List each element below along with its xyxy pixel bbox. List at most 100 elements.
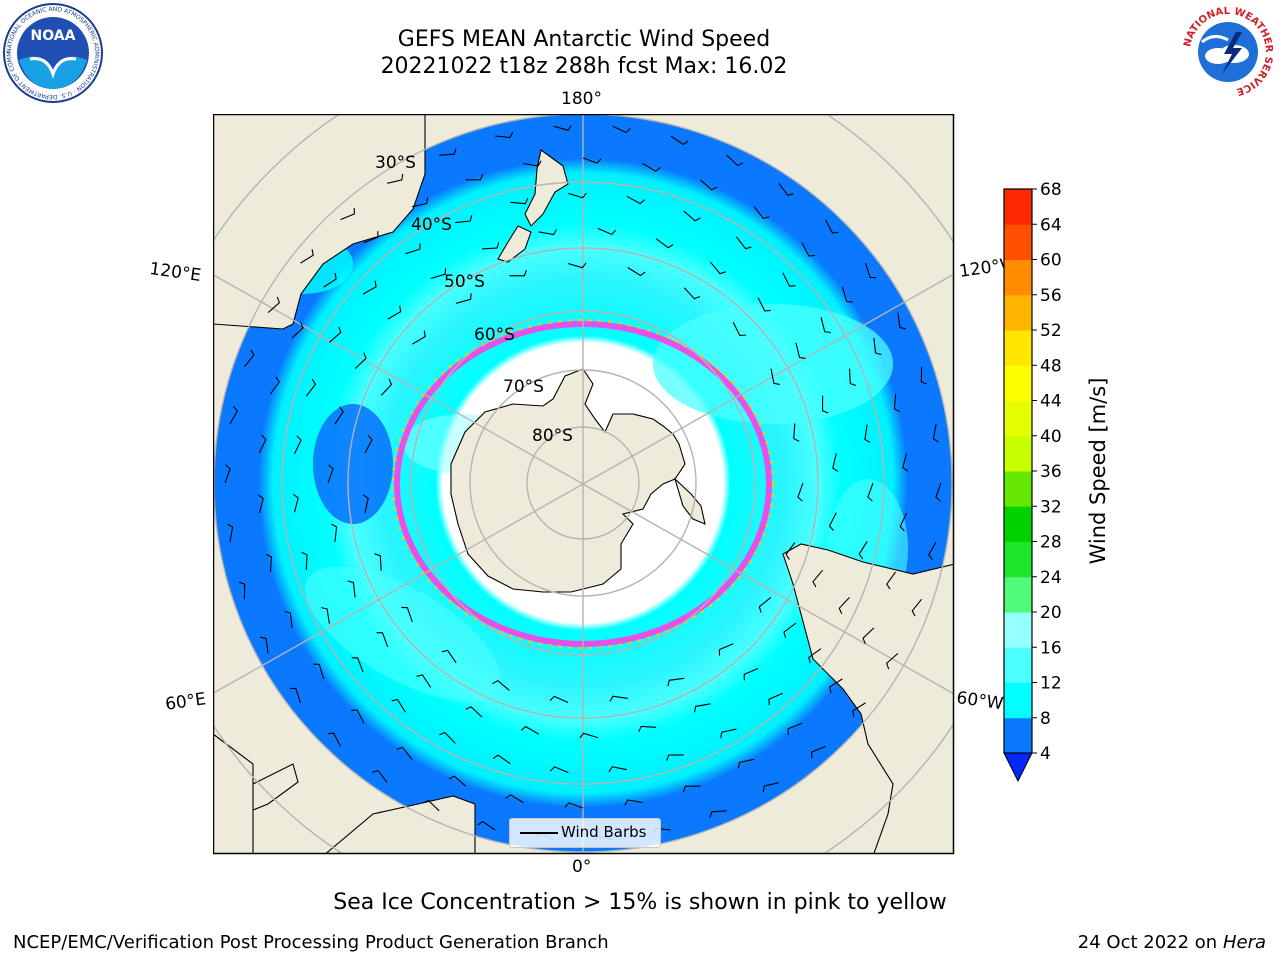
footer-host: Hera [1222,932,1266,953]
colorbar-segment [1004,435,1032,472]
colorbar-label: Wind Speed [m/s] [1086,378,1110,565]
map-title: GEFS MEAN Antarctic Wind Speed [397,27,771,52]
wind-barbs-legend: Wind Barbs [509,818,661,848]
wind-barb [227,523,234,542]
wind-barb [928,541,937,560]
lon-label-120e: 120°E [148,259,203,287]
lat-label-80s: 80°S [532,426,573,446]
wind-barb [693,703,711,713]
wind-barb [258,494,264,514]
wind-barb [793,423,800,442]
wind-barb [327,732,341,747]
wind-barb [811,745,826,759]
colorbar-tick-label: 20 [1040,603,1062,623]
wind-barb [608,766,628,773]
wind-barb [732,321,746,337]
wind-barb [797,482,804,502]
wind-barb [347,580,356,598]
colorbar-tick-label: 8 [1040,709,1051,729]
wind-barb [510,198,529,205]
wind-barb [609,695,628,702]
wind-barb [582,157,602,164]
land-new-zealand-south [497,225,532,263]
wind-barb [465,706,483,718]
wind-barb [411,197,429,208]
legend-line-swatch [520,832,558,834]
wind-barb [229,406,238,425]
wind-barb [329,326,342,343]
lon-label-0: 0° [572,857,592,877]
colorbar-tick-label: 24 [1040,568,1062,588]
land-antarctic-peninsula [673,477,706,525]
wind-barb [667,677,685,687]
wind-barb [492,680,510,691]
wind-barb [372,770,388,784]
wind-barb [430,268,447,280]
wind-barb [481,242,500,250]
wind-barb [520,725,539,735]
wind-barb [852,702,866,717]
wind-barb [885,652,899,670]
wind-barb [553,125,572,131]
lat-label-30s: 30°S [375,153,416,173]
wind-barb [682,785,701,793]
colorbar-tick-label: 68 [1040,180,1062,200]
wind-barb [820,317,831,334]
land-new-zealand-north [524,149,569,227]
wind-barb [612,125,631,134]
colorbar-tick-label: 36 [1040,462,1062,482]
wind-barb [683,210,701,222]
wind-barb [862,627,875,644]
colorbar-tick-label: 4 [1040,744,1051,764]
land-lower-left [213,733,254,854]
colorbar-tick-label: 60 [1040,251,1062,271]
wind-barb [893,394,901,413]
wind-barb [801,242,815,257]
wind-barb [238,581,246,600]
wind-barb [416,674,432,688]
colorbar-tick-label: 56 [1040,286,1062,306]
wind-barb [568,192,587,199]
colorbar-tick-label: 48 [1040,356,1062,376]
colorbar-segment [1004,400,1032,437]
wind-barb [439,731,456,744]
wind-barb [935,482,942,502]
wind-barb [362,494,369,514]
wind-barb [642,163,661,172]
colorbar-tick-label: 16 [1040,638,1062,658]
colorbar-segment [1004,647,1032,683]
wind-barb [778,182,794,196]
wind-barb [387,305,402,320]
wind-barb [401,606,413,622]
colorbar-segment [1004,294,1032,331]
colorbar-segment [1004,717,1032,754]
wind-barb [334,406,344,425]
wind-barb [354,352,367,369]
wind-barb [374,553,382,571]
wind-barb [351,709,365,724]
wind-barb [737,758,755,769]
wind-barb [655,238,674,249]
colorbar-tick-label: 32 [1040,497,1062,517]
wind-barb [455,293,472,304]
colorbar-tick-label: 52 [1040,321,1062,341]
wind-barb [726,154,744,167]
wind-barb [768,692,784,706]
wind-barb [301,551,308,570]
lat-label-60s: 60°S [474,325,515,345]
antarctic-wind-map: 30°S 40°S 50°S 60°S 70°S 80°S [213,114,955,855]
wind-barb [351,657,364,673]
colorbar-segment [1004,612,1032,648]
colorbar-segment [1004,189,1032,225]
wind-barb [267,296,281,314]
wind-barb [886,571,897,590]
wind-barbs [224,125,942,841]
wind-barb [465,173,484,181]
latitude-labels: 30°S 40°S 50°S 60°S 70°S 80°S [375,153,573,446]
wind-barb [757,297,771,312]
footer-right: 24 Oct 2022 on Hera [1078,932,1266,953]
lon-label-180: 180° [561,89,602,109]
wind-barb [509,270,528,277]
